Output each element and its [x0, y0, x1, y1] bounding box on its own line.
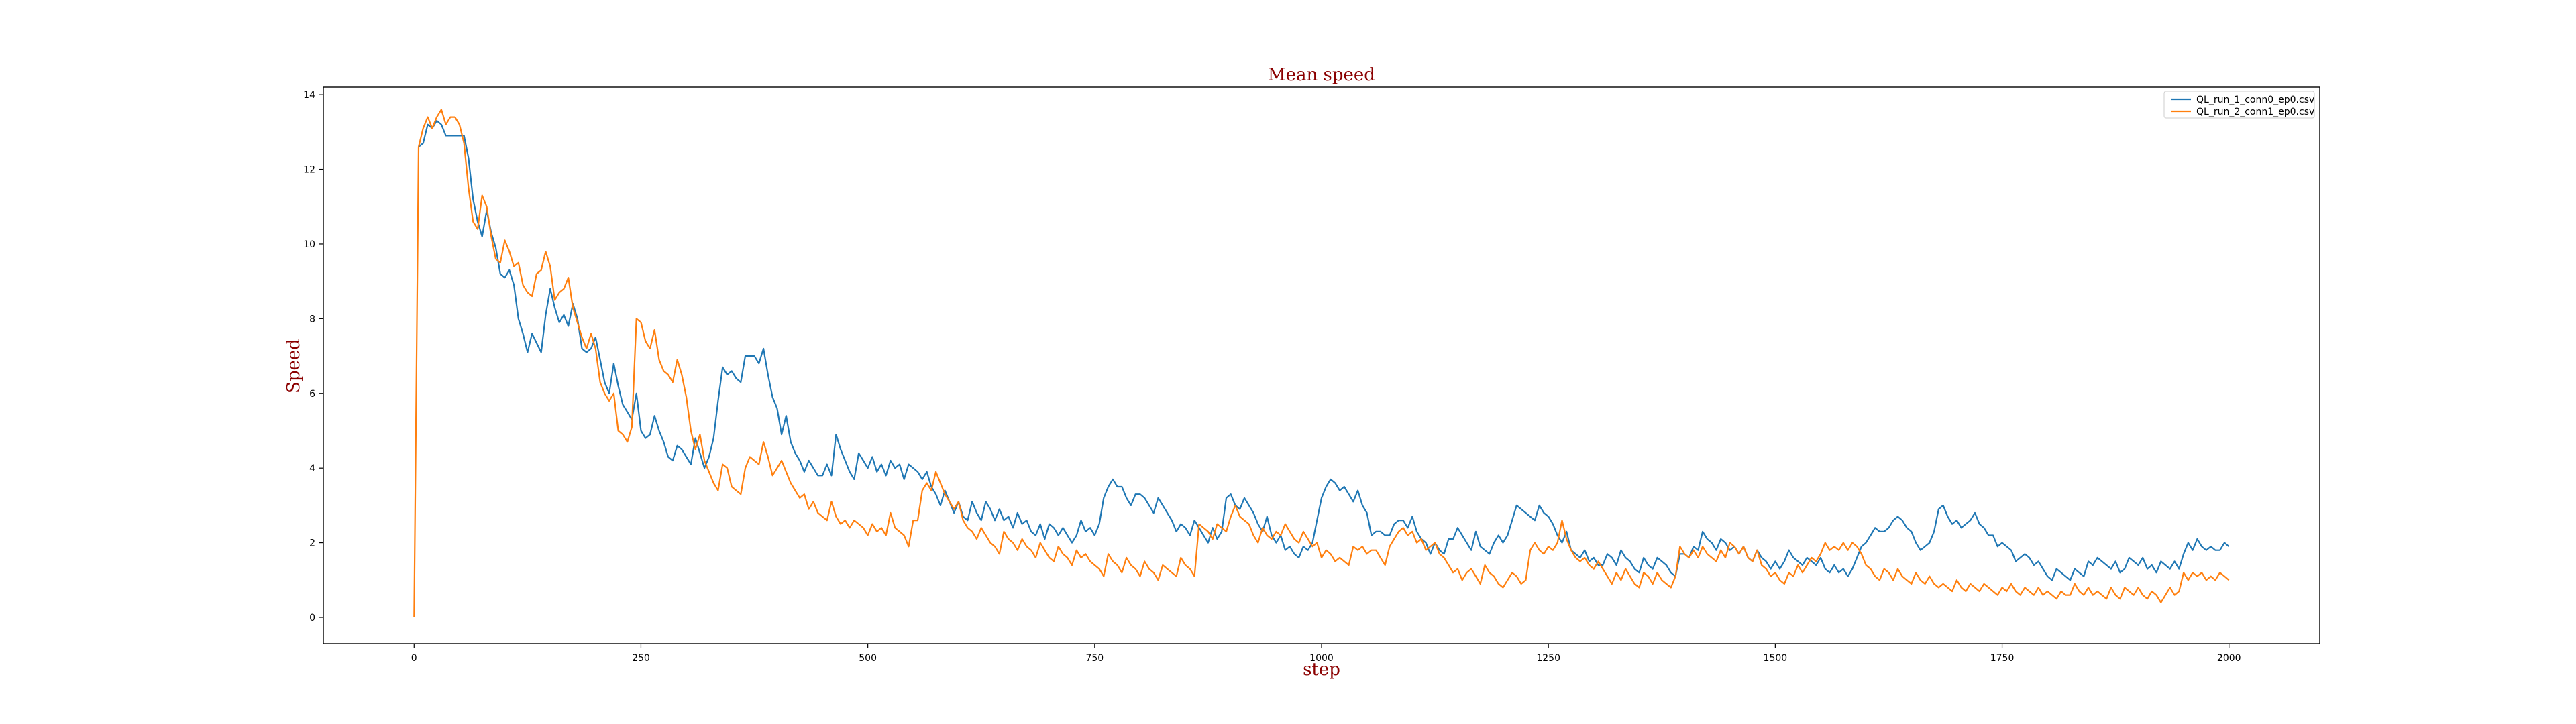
y-tick-label: 12: [303, 165, 315, 176]
x-tick-label: 250: [632, 653, 650, 664]
x-tick-label: 1000: [1309, 653, 1334, 664]
y-axis-label: Speed: [284, 339, 304, 394]
y-axis-ticks: 0 2 4 6 8 10 12 14: [303, 90, 323, 623]
x-tick-label: 750: [1085, 653, 1104, 664]
x-tick-label: 0: [411, 653, 417, 664]
plot-area: [323, 86, 2320, 644]
x-axis-ticks: 0 250 500 750 1000 1250 1500 1750 2000: [411, 644, 2241, 664]
x-axis-label: step: [1303, 660, 1340, 680]
y-tick-label: 8: [309, 314, 315, 324]
x-tick-label: 1750: [1990, 653, 2015, 664]
x-tick-label: 2000: [2217, 653, 2241, 664]
series-line-1: [418, 120, 2230, 581]
y-tick-label: 14: [303, 90, 315, 101]
legend-label-series-2: QL_run_2_conn1_ep0.csv: [2196, 107, 2314, 117]
legend-box: [2163, 90, 2315, 119]
y-tick-label: 10: [303, 239, 315, 250]
x-tick-label: 500: [859, 653, 877, 664]
chart-title: Mean speed: [1268, 65, 1375, 85]
x-tick-label: 1250: [1536, 653, 1560, 664]
y-tick-label: 2: [309, 538, 315, 549]
y-tick-label: 6: [309, 389, 315, 400]
series-line-2: [413, 109, 2230, 618]
legend-label-series-1: QL_run_1_conn0_ep0.csv: [2196, 95, 2314, 105]
series-layer: [413, 109, 2230, 618]
legend: QL_run_1_conn0_ep0.csv QL_run_2_conn1_ep…: [2163, 90, 2315, 119]
y-tick-label: 0: [309, 613, 315, 623]
axes-frame: [323, 86, 2320, 644]
y-tick-label: 4: [309, 463, 315, 474]
x-tick-label: 1500: [1764, 653, 1788, 664]
